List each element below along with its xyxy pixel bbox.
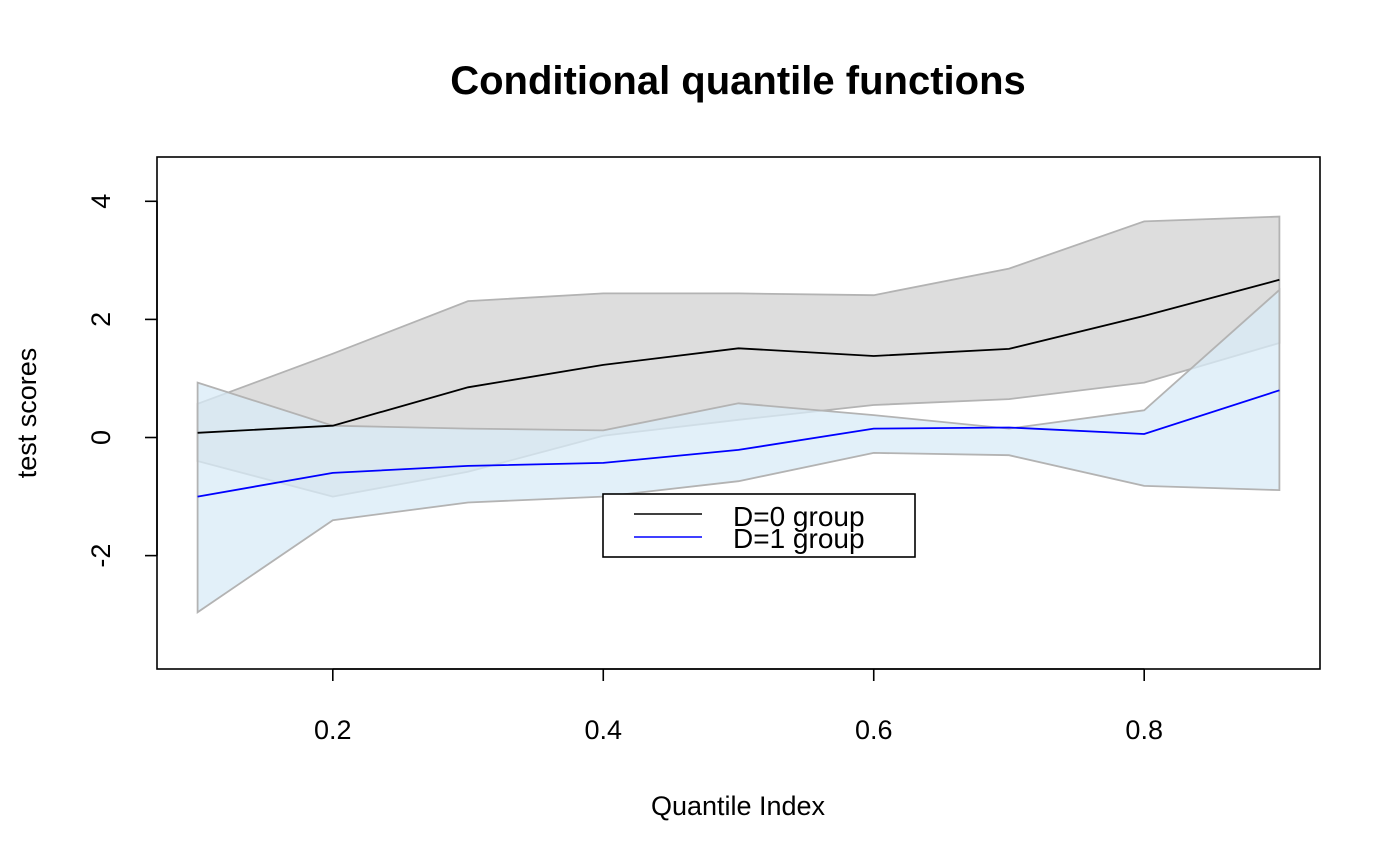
legend-box	[602, 493, 916, 558]
legend-label-d1: D=1 group	[733, 523, 865, 554]
legend: D=0 group D=1 group	[602, 493, 916, 558]
axes: 0.2 0.4 0.6 0.8 -2 0 2 4	[86, 194, 1163, 745]
band-d-1-group	[196, 287, 1281, 615]
line-d-0-group	[197, 278, 1280, 434]
confidence-bands	[196, 215, 1281, 615]
y-tick-label: 2	[86, 312, 116, 327]
y-tick-label: -2	[86, 544, 116, 568]
y-axis-label: test scores	[12, 348, 42, 479]
y-tick-label: 4	[86, 194, 116, 209]
line-d-1-group	[197, 389, 1280, 498]
series-lines	[197, 278, 1280, 498]
x-tick-label: 0.4	[584, 715, 622, 745]
x-axis-label: Quantile Index	[651, 791, 826, 821]
x-tick-label: 0.2	[314, 715, 352, 745]
x-tick-label: 0.6	[855, 715, 893, 745]
x-tick-label: 0.8	[1125, 715, 1163, 745]
legend-label-d0: D=0 group	[733, 501, 865, 532]
y-tick-label: 0	[86, 430, 116, 445]
chart-title: Conditional quantile functions	[450, 59, 1026, 103]
